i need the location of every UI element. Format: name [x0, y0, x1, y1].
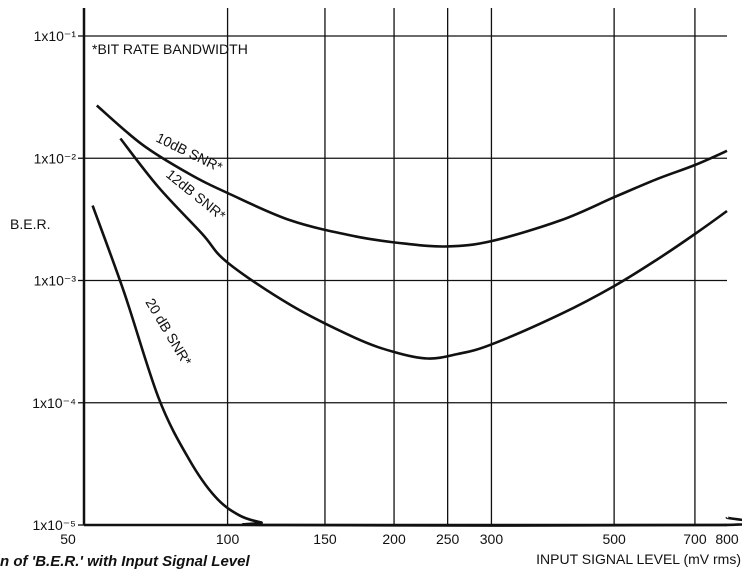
x-tick-label: 50	[60, 531, 76, 547]
x-tick-label: 200	[382, 531, 406, 547]
series-lines	[91, 104, 742, 527]
x-tick-label: 100	[216, 531, 240, 547]
y-tick-label: 1x10⁻³	[34, 273, 77, 289]
axes	[82, 8, 727, 527]
figure-caption: n of 'B.E.R.' with Input Signal Level	[0, 553, 250, 569]
y-tick-label: 1x10⁻²	[34, 150, 77, 166]
series-line-1	[95, 104, 728, 248]
x-tick-label: 800	[715, 531, 739, 547]
series-line-2	[119, 137, 728, 360]
x-tick-label: 300	[480, 531, 504, 547]
series-label-20db: 20 dB SNR*	[142, 295, 195, 368]
y-axis-title: B.E.R.	[10, 216, 50, 232]
tick-labels: 1x10⁻¹ 1x10⁻² 1x10⁻³ 1x10⁻⁴ 1x10⁻⁵50 100 150 20…	[32, 28, 739, 547]
x-axis-title: INPUT SIGNAL LEVEL (mV rms)	[536, 551, 741, 567]
series-label-12db: 12dB SNR*	[163, 166, 229, 224]
y-tick-label: 1x10⁻⁵	[32, 517, 76, 533]
y-tick-label: 1x10⁻¹	[34, 28, 77, 44]
series-line-3	[91, 205, 742, 527]
x-tick-label: 700	[683, 531, 707, 547]
x-tick-label: 150	[313, 531, 337, 547]
y-tick-label: 1x10⁻⁴	[32, 395, 76, 411]
series-label-10db: 10dB SNR*	[154, 129, 226, 175]
x-tick-label: 250	[436, 531, 460, 547]
grid-lines	[84, 8, 727, 525]
bandwidth-note: *BIT RATE BANDWIDTH	[92, 41, 248, 57]
x-tick-label: 500	[602, 531, 626, 547]
